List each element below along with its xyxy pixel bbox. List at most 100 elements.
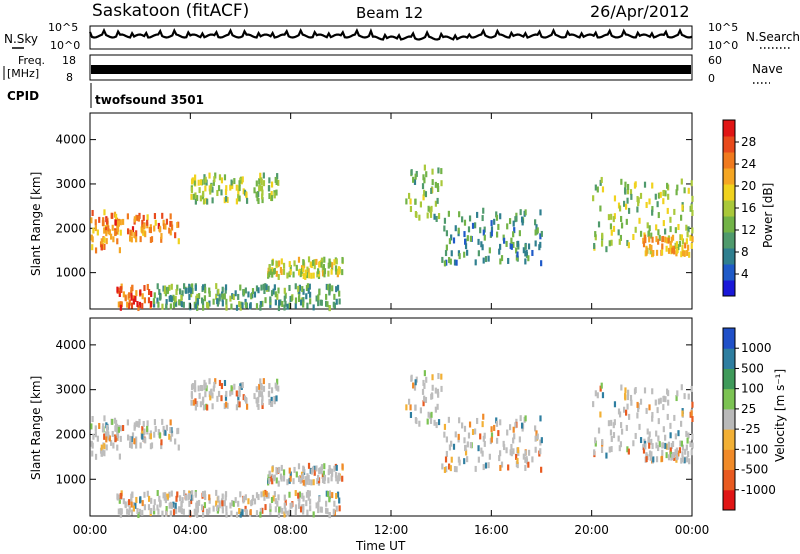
velocity-cell <box>130 493 133 500</box>
power-cell <box>594 234 597 241</box>
velocity-cell <box>270 400 274 407</box>
velocity-cell <box>196 511 199 518</box>
power-cell <box>259 304 262 311</box>
power-cell <box>133 231 136 238</box>
velocity-cell <box>309 505 312 512</box>
velocity-cell <box>156 490 159 497</box>
velocity-cell <box>445 450 448 457</box>
velocity-cell <box>482 464 485 471</box>
velocity-cell <box>454 431 457 438</box>
power-cell <box>341 256 344 263</box>
power-cell <box>174 295 177 302</box>
velocity-cell <box>131 432 135 439</box>
power-cell <box>308 272 311 279</box>
power-cell <box>136 301 139 308</box>
velocity-cell <box>294 509 297 516</box>
power-cell <box>132 298 135 305</box>
x-tick-label: 00:00 <box>73 523 108 537</box>
power-cell <box>335 298 338 305</box>
velocity-cell <box>212 385 215 392</box>
power-cell <box>262 172 265 179</box>
velocity-cell <box>645 407 648 414</box>
power-cell <box>495 214 499 221</box>
power-cell <box>220 177 224 184</box>
power-cell <box>279 299 282 306</box>
power-cell <box>483 226 486 233</box>
velocity-cell <box>284 507 287 514</box>
power-cell <box>651 182 654 189</box>
power-cell <box>271 259 274 266</box>
power-cell <box>409 206 413 213</box>
velocity-cell <box>143 429 146 436</box>
velocity-cell <box>327 469 330 476</box>
power-cell <box>444 250 448 257</box>
power-cell <box>91 244 94 251</box>
power-cell <box>412 176 415 183</box>
power-cell <box>596 186 599 193</box>
velocity-cell <box>198 392 201 399</box>
power-cell <box>274 299 277 306</box>
power-cell <box>315 295 318 302</box>
velocity-cell <box>301 492 304 499</box>
x-tick-label: 00:00 <box>675 523 710 537</box>
velocity-cell <box>137 421 140 428</box>
power-cell <box>255 303 259 310</box>
power-cell <box>198 187 201 194</box>
power-cell <box>253 187 256 194</box>
power-cell <box>182 301 185 308</box>
velocity-cell <box>669 447 672 454</box>
power-cell <box>190 187 194 194</box>
power-cell <box>202 190 205 197</box>
velocity-cell <box>336 491 340 498</box>
velocity-cell <box>277 512 281 519</box>
power-cell <box>164 290 168 297</box>
power-cell <box>687 226 690 233</box>
velocity-colorbar-label: Velocity [m s⁻¹] <box>773 369 787 462</box>
velocity-cell <box>284 499 287 506</box>
velocity-cell <box>237 500 240 507</box>
velocity-cell <box>103 450 106 457</box>
velocity-cell <box>203 384 206 391</box>
velocity-cell <box>662 404 665 411</box>
cpid-value: twofsound 3501 <box>95 93 204 107</box>
velocity-cell <box>165 424 169 431</box>
colorbar-tick-label: -100 <box>741 442 768 456</box>
velocity-cell <box>524 456 527 463</box>
velocity-cell <box>414 379 417 386</box>
power-cell <box>146 283 149 290</box>
power-cell <box>230 179 233 186</box>
velocity-cell <box>627 448 630 455</box>
colorbar-cell <box>723 449 735 471</box>
velocity-cell <box>231 388 234 395</box>
velocity-cell <box>295 471 298 478</box>
velocity-cell <box>208 497 211 504</box>
velocity-cell <box>196 505 199 512</box>
velocity-cell <box>166 493 170 500</box>
power-cell <box>268 193 271 200</box>
velocity-cell <box>458 459 461 466</box>
velocity-cell <box>213 381 216 388</box>
velocity-cell <box>624 394 627 401</box>
power-cell <box>512 231 515 238</box>
velocity-cell <box>658 441 661 448</box>
power-cell <box>221 293 224 300</box>
velocity-cell <box>493 424 496 431</box>
power-cell <box>91 236 94 243</box>
colorbar-cell <box>723 469 735 491</box>
power-cell <box>281 300 284 307</box>
velocity-cell <box>158 432 162 439</box>
colorbar-cell <box>723 232 735 249</box>
velocity-cell <box>444 456 448 463</box>
power-cell <box>162 285 165 292</box>
power-cell <box>441 256 444 263</box>
power-cell <box>225 298 228 305</box>
power-cell <box>161 212 164 219</box>
velocity-cell <box>661 449 664 456</box>
power-cell <box>495 231 499 238</box>
velocity-cell <box>94 431 97 438</box>
power-cell <box>539 233 542 240</box>
power-cell <box>421 183 425 190</box>
colorbar-cell <box>723 280 735 297</box>
velocity-cell <box>481 421 484 428</box>
